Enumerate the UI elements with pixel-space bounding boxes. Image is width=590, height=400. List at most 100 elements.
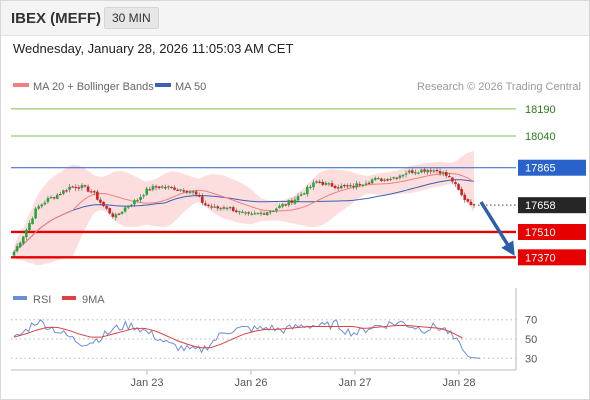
candle-body bbox=[234, 210, 238, 213]
candle-body bbox=[346, 185, 349, 187]
candle bbox=[139, 194, 142, 203]
candle bbox=[268, 210, 272, 215]
candle-body bbox=[265, 212, 269, 216]
candle bbox=[435, 167, 439, 174]
candle bbox=[346, 183, 349, 189]
candle bbox=[265, 211, 269, 217]
candle bbox=[123, 206, 127, 213]
candle bbox=[197, 192, 201, 198]
x-tick-label: Jan 23 bbox=[130, 377, 163, 389]
candle-body bbox=[451, 177, 454, 182]
candle-body bbox=[358, 183, 362, 186]
candle bbox=[234, 208, 238, 214]
candle bbox=[395, 176, 399, 181]
rsi-tick-label-30: 30 bbox=[525, 353, 537, 365]
candle-body bbox=[380, 178, 383, 182]
candle-body bbox=[426, 170, 429, 173]
candle bbox=[373, 176, 377, 182]
candle-body bbox=[105, 205, 108, 209]
candle bbox=[108, 207, 112, 215]
level-label-17370: 17370 bbox=[518, 249, 586, 266]
candle bbox=[275, 207, 278, 213]
candle bbox=[142, 193, 145, 199]
candle bbox=[96, 189, 99, 201]
x-tick-label: Jan 26 bbox=[234, 377, 267, 389]
timeframe-badge[interactable]: 30 MIN bbox=[104, 7, 159, 29]
candle bbox=[102, 201, 105, 208]
candle-body bbox=[457, 184, 460, 190]
level-label-box-17510 bbox=[518, 223, 586, 240]
candle-body bbox=[352, 185, 355, 188]
candle bbox=[315, 180, 318, 184]
candle bbox=[231, 205, 235, 212]
candle bbox=[441, 170, 445, 177]
candle bbox=[312, 179, 315, 190]
candle-body bbox=[349, 185, 352, 187]
candle bbox=[65, 188, 68, 193]
candle bbox=[191, 190, 195, 196]
candle bbox=[460, 186, 463, 197]
candle bbox=[49, 195, 53, 199]
candle bbox=[40, 203, 44, 209]
candle bbox=[154, 184, 158, 191]
candle-body bbox=[305, 186, 309, 195]
candle bbox=[426, 169, 429, 175]
candle-body bbox=[370, 179, 374, 184]
candlesticks bbox=[12, 167, 476, 257]
candle bbox=[383, 178, 386, 183]
candle bbox=[173, 185, 176, 191]
candle bbox=[432, 168, 436, 174]
candle bbox=[321, 179, 325, 187]
candle-body bbox=[373, 178, 377, 180]
candle-body bbox=[435, 169, 439, 172]
candle-body bbox=[68, 186, 71, 190]
rsi-ma-legend-label: 9MA bbox=[82, 294, 105, 306]
candle bbox=[83, 184, 87, 188]
candle bbox=[148, 186, 152, 191]
candle-body bbox=[96, 191, 99, 200]
candle-body bbox=[250, 213, 254, 215]
candle-body bbox=[151, 186, 155, 190]
candle-body bbox=[238, 211, 241, 213]
candle bbox=[145, 186, 149, 196]
candle-body bbox=[275, 208, 278, 211]
candle bbox=[207, 203, 210, 208]
candle-body bbox=[43, 202, 47, 205]
candle bbox=[330, 180, 334, 188]
candle bbox=[454, 179, 457, 187]
candle-body bbox=[139, 196, 142, 201]
candle-body bbox=[126, 206, 130, 208]
candle-body bbox=[77, 187, 81, 189]
level-label-box-17370 bbox=[518, 249, 586, 266]
candle-body bbox=[259, 212, 263, 214]
ma20-legend-swatch bbox=[13, 83, 29, 87]
rsi-line bbox=[13, 319, 481, 359]
candle-body bbox=[414, 172, 417, 174]
candle bbox=[324, 181, 328, 186]
candle-body bbox=[34, 208, 37, 219]
candle bbox=[429, 167, 433, 175]
candle bbox=[55, 193, 59, 200]
candle bbox=[367, 181, 371, 185]
candle bbox=[28, 220, 31, 233]
candle bbox=[296, 193, 300, 203]
level-label-text-17658: 17658 bbox=[525, 200, 556, 212]
candle bbox=[358, 181, 362, 188]
candle bbox=[336, 184, 340, 192]
candle bbox=[290, 198, 294, 206]
candle-body bbox=[188, 191, 192, 193]
candle-body bbox=[28, 223, 31, 231]
candle bbox=[407, 169, 411, 175]
candle-body bbox=[160, 186, 164, 188]
candle bbox=[272, 210, 275, 213]
candle-body bbox=[89, 191, 93, 193]
candle-body bbox=[194, 191, 198, 195]
candle-body bbox=[117, 213, 121, 215]
candle bbox=[404, 170, 408, 178]
candle bbox=[182, 187, 186, 193]
candle-body bbox=[120, 211, 124, 214]
candle bbox=[472, 203, 476, 208]
candle-body bbox=[364, 183, 368, 185]
rsi-legend-label: RSI bbox=[33, 294, 51, 306]
candle-body bbox=[448, 176, 451, 178]
